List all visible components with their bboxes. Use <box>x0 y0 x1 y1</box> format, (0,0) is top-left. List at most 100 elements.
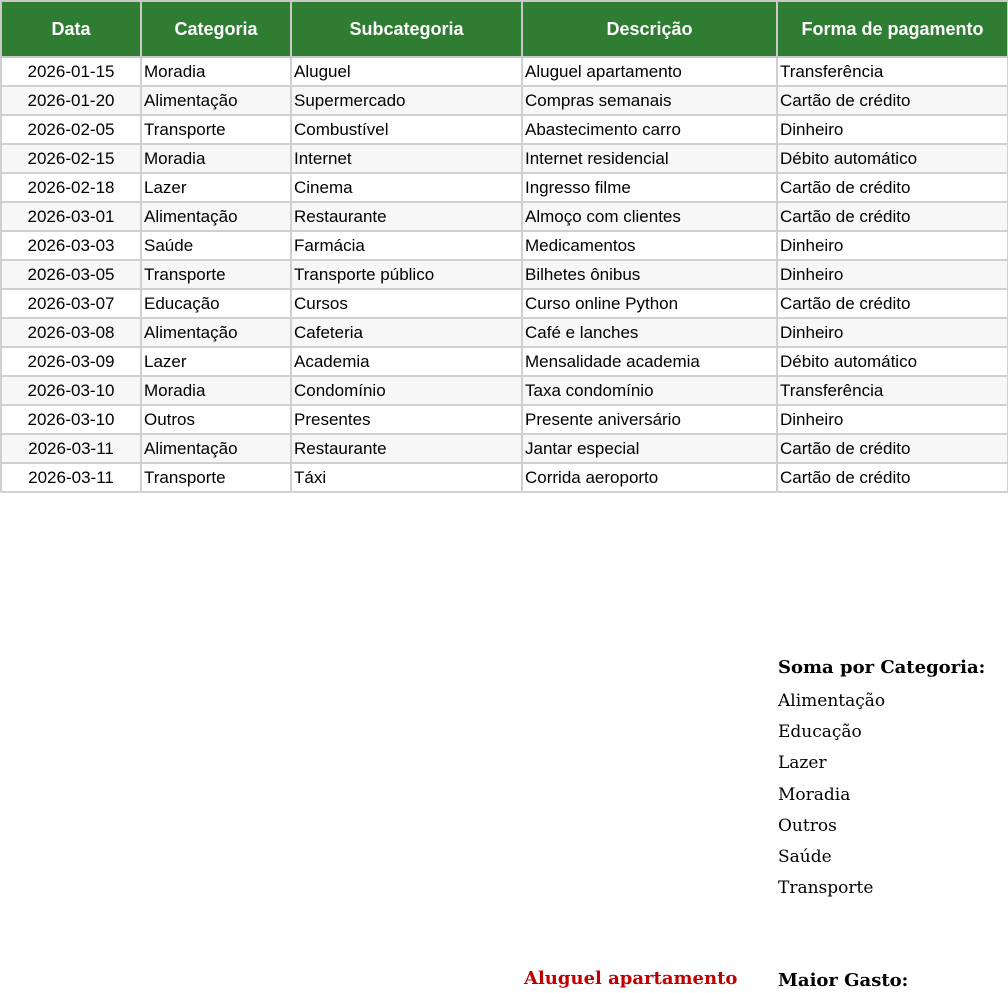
cell-category[interactable]: Moradia <box>140 143 292 174</box>
cell-category[interactable]: Transporte <box>140 462 292 493</box>
cell-description[interactable]: Aluguel apartamento <box>521 56 778 87</box>
table-row: 2026-03-10 Moradia Condomínio Taxa condomín… <box>0 375 1008 406</box>
cell-date[interactable]: 2026-02-05 <box>0 114 142 145</box>
cell-subcategory[interactable]: Aluguel <box>290 56 523 87</box>
cell-description[interactable]: Medicamentos <box>521 230 778 261</box>
category-item[interactable]: Saúde <box>778 846 832 867</box>
cell-category[interactable]: Moradia <box>140 56 292 87</box>
cell-subcategory[interactable]: Farmácia <box>290 230 523 261</box>
cell-payment-method[interactable]: Cartão de crédito <box>776 433 1008 464</box>
cell-description[interactable]: Café e lanches <box>521 317 778 348</box>
cell-subcategory[interactable]: Academia <box>290 346 523 377</box>
table-row: 2026-01-20 Alimentação Supermercado Compras… <box>0 85 1008 116</box>
cell-date[interactable]: 2026-01-15 <box>0 56 142 87</box>
header-date[interactable]: Data <box>0 0 142 58</box>
header-row: Data Categoria Subcategoria Descrição Forma … <box>0 0 1008 58</box>
max-expense-label: Maior Gasto: <box>778 970 909 991</box>
cell-date[interactable]: 2026-01-20 <box>0 85 142 116</box>
cell-category[interactable]: Alimentação <box>140 201 292 232</box>
cell-subcategory[interactable]: Restaurante <box>290 201 523 232</box>
max-expense-value[interactable]: Aluguel apartamento <box>524 968 738 989</box>
cell-category[interactable]: Moradia <box>140 375 292 406</box>
cell-subcategory[interactable]: Combustível <box>290 114 523 145</box>
cell-category[interactable]: Outros <box>140 404 292 435</box>
cell-date[interactable]: 2026-03-11 <box>0 433 142 464</box>
cell-subcategory[interactable]: Cursos <box>290 288 523 319</box>
cell-payment-method[interactable]: Dinheiro <box>776 404 1008 435</box>
header-payment-method[interactable]: Forma de pagamento <box>776 0 1008 58</box>
cell-date[interactable]: 2026-03-03 <box>0 230 142 261</box>
cell-subcategory[interactable]: Presentes <box>290 404 523 435</box>
cell-subcategory[interactable]: Restaurante <box>290 433 523 464</box>
cell-description[interactable]: Corrida aeroporto <box>521 462 778 493</box>
cell-payment-method[interactable]: Cartão de crédito <box>776 172 1008 203</box>
cell-payment-method[interactable]: Transferência <box>776 56 1008 87</box>
cell-description[interactable]: Jantar especial <box>521 433 778 464</box>
cell-description[interactable]: Curso online Python <box>521 288 778 319</box>
cell-subcategory[interactable]: Táxi <box>290 462 523 493</box>
cell-description[interactable]: Mensalidade academia <box>521 346 778 377</box>
cell-payment-method[interactable]: Débito automático <box>776 143 1008 174</box>
cell-payment-method[interactable]: Dinheiro <box>776 114 1008 145</box>
table-row: 2026-02-05 Transporte Combustível Abastecim… <box>0 114 1008 145</box>
cell-description[interactable]: Internet residencial <box>521 143 778 174</box>
cell-category[interactable]: Saúde <box>140 230 292 261</box>
cell-date[interactable]: 2026-03-05 <box>0 259 142 290</box>
cell-payment-method[interactable]: Cartão de crédito <box>776 288 1008 319</box>
category-item[interactable]: Lazer <box>778 753 827 774</box>
table-row: 2026-03-11 Alimentação Restaurante Jantar e… <box>0 433 1008 464</box>
category-item[interactable]: Educação <box>778 722 862 743</box>
cell-category[interactable]: Alimentação <box>140 317 292 348</box>
cell-date[interactable]: 2026-03-11 <box>0 462 142 493</box>
cell-date[interactable]: 2026-03-07 <box>0 288 142 319</box>
cell-category[interactable]: Alimentação <box>140 433 292 464</box>
cell-date[interactable]: 2026-03-10 <box>0 404 142 435</box>
cell-description[interactable]: Almoço com clientes <box>521 201 778 232</box>
cell-payment-method[interactable]: Cartão de crédito <box>776 462 1008 493</box>
table-row: 2026-03-11 Transporte Táxi Corrida aeroport… <box>0 462 1008 493</box>
cell-subcategory[interactable]: Internet <box>290 143 523 174</box>
table-row: 2026-03-05 Transporte Transporte público Bi… <box>0 259 1008 290</box>
cell-date[interactable]: 2026-03-10 <box>0 375 142 406</box>
cell-subcategory[interactable]: Cafeteria <box>290 317 523 348</box>
cell-description[interactable]: Compras semanais <box>521 85 778 116</box>
cell-category[interactable]: Transporte <box>140 259 292 290</box>
cell-description[interactable]: Abastecimento carro <box>521 114 778 145</box>
category-item[interactable]: Transporte <box>778 878 874 899</box>
cell-description[interactable]: Bilhetes ônibus <box>521 259 778 290</box>
cell-category[interactable]: Lazer <box>140 172 292 203</box>
cell-payment-method[interactable]: Dinheiro <box>776 230 1008 261</box>
cell-description[interactable]: Presente aniversário <box>521 404 778 435</box>
cell-date[interactable]: 2026-02-18 <box>0 172 142 203</box>
category-item[interactable]: Alimentação <box>778 691 886 711</box>
table-row: 2026-02-18 Lazer Cinema Ingresso filme Cartã… <box>0 172 1008 203</box>
header-category[interactable]: Categoria <box>140 0 292 58</box>
header-subcategory[interactable]: Subcategoria <box>290 0 523 58</box>
table-row: 2026-03-01 Alimentação Restaurante Almoço c… <box>0 201 1008 232</box>
category-item[interactable]: Outros <box>778 815 837 836</box>
cell-subcategory[interactable]: Cinema <box>290 172 523 203</box>
cell-subcategory[interactable]: Supermercado <box>290 85 523 116</box>
cell-description[interactable]: Taxa condomínio <box>521 375 778 406</box>
cell-date[interactable]: 2026-03-09 <box>0 346 142 377</box>
cell-payment-method[interactable]: Débito automático <box>776 346 1008 377</box>
cell-payment-method[interactable]: Transferência <box>776 375 1008 406</box>
cell-payment-method[interactable]: Dinheiro <box>776 259 1008 290</box>
cell-date[interactable]: 2026-03-08 <box>0 317 142 348</box>
table-row: 2026-03-09 Lazer Academia Mensalidade acade… <box>0 346 1008 377</box>
header-description[interactable]: Descrição <box>521 0 778 58</box>
cell-category[interactable]: Lazer <box>140 346 292 377</box>
cell-category[interactable]: Transporte <box>140 114 292 145</box>
cell-category[interactable]: Educação <box>140 288 292 319</box>
cell-payment-method[interactable]: Dinheiro <box>776 317 1008 348</box>
sum-by-category-title: Soma por Categoria: <box>778 657 986 678</box>
category-item[interactable]: Moradia <box>778 784 851 805</box>
cell-category[interactable]: Alimentação <box>140 85 292 116</box>
cell-subcategory[interactable]: Transporte público <box>290 259 523 290</box>
cell-payment-method[interactable]: Cartão de crédito <box>776 85 1008 116</box>
cell-date[interactable]: 2026-03-01 <box>0 201 142 232</box>
cell-payment-method[interactable]: Cartão de crédito <box>776 201 1008 232</box>
cell-date[interactable]: 2026-02-15 <box>0 143 142 174</box>
cell-subcategory[interactable]: Condomínio <box>290 375 523 406</box>
cell-description[interactable]: Ingresso filme <box>521 172 778 203</box>
